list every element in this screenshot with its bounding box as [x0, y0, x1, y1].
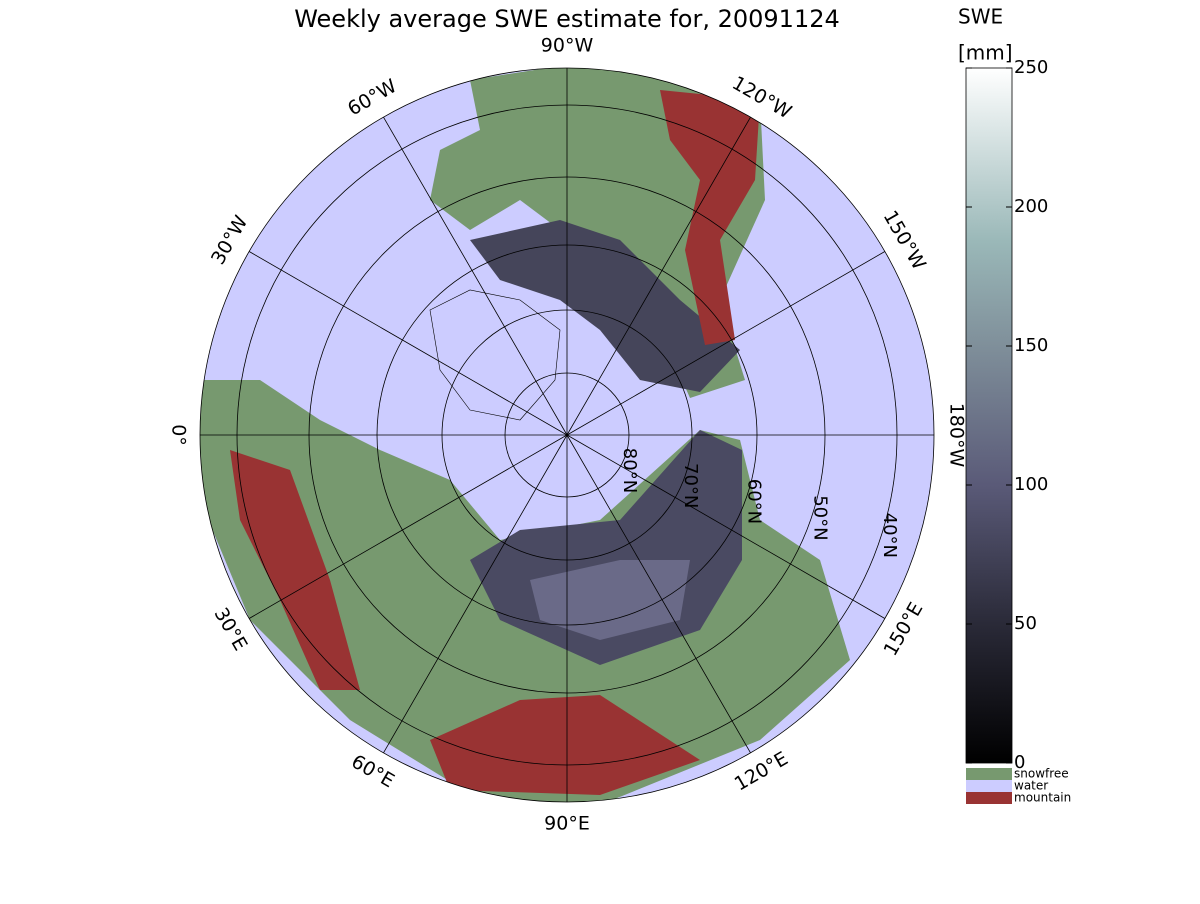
colorbar-tick-label: 250 — [1014, 57, 1048, 78]
longitude-label: 90°W — [541, 35, 594, 57]
colorbar — [965, 67, 1013, 764]
meridian — [566, 251, 886, 436]
category-swatch — [966, 792, 1012, 804]
graticule — [200, 68, 934, 802]
colorbar-tick-label: 200 — [1014, 196, 1048, 217]
latitude-label: 60°N — [743, 479, 764, 524]
longitude-label: 90°E — [544, 813, 590, 835]
siberia-deep-snow — [530, 560, 690, 640]
latitude-label: 50°N — [809, 495, 830, 540]
longitude-label: 0° — [168, 424, 190, 446]
title: Weekly average SWE estimate for, 2009112… — [294, 5, 840, 33]
colorbar-unit: [mm] — [958, 41, 1013, 65]
meridian — [248, 251, 568, 436]
latitude-label: 80°N — [619, 448, 640, 493]
rockies — [660, 90, 760, 345]
meridian — [566, 434, 886, 619]
latitude-label: 40°N — [879, 513, 900, 558]
category-label: mountain — [1014, 791, 1071, 805]
colorbar-tick-label: 150 — [1014, 335, 1048, 356]
map-border — [199, 67, 935, 803]
europe-mountains — [230, 450, 360, 690]
category-swatch — [966, 768, 1012, 780]
colorbar-tick-label: 100 — [1014, 474, 1048, 495]
category-swatch — [966, 780, 1012, 792]
meridian — [383, 434, 568, 754]
colorbar-title: SWE — [958, 5, 1003, 29]
asia-mountains — [430, 695, 700, 795]
meridian — [383, 116, 568, 436]
meridian — [248, 434, 568, 619]
canada-snow — [470, 220, 740, 392]
category-label: snowfree — [1014, 767, 1069, 781]
meridian — [566, 434, 751, 754]
meridian — [566, 116, 751, 436]
colorbar-tick-label: 50 — [1014, 613, 1037, 634]
latitude-label: 70°N — [680, 463, 701, 508]
colorbar-tick-label: 0 — [1014, 752, 1025, 773]
longitude-label: 180°W — [946, 403, 968, 468]
category-label: water — [1014, 779, 1048, 793]
